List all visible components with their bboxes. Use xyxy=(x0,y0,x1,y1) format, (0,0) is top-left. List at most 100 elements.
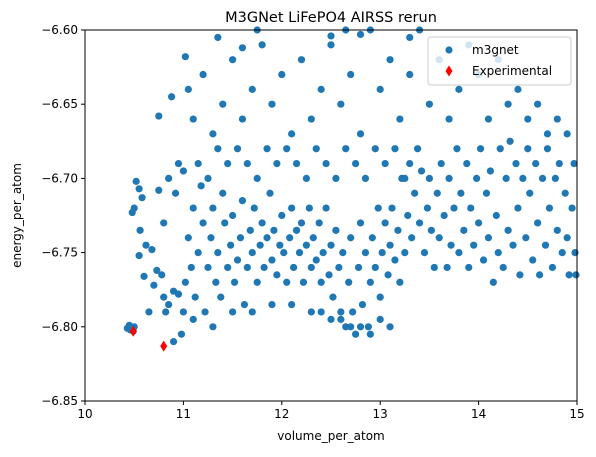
data-point xyxy=(327,315,335,323)
x-tick-label: 11 xyxy=(176,407,191,421)
data-point xyxy=(484,115,493,123)
data-point xyxy=(299,278,308,286)
data-point xyxy=(337,308,345,316)
data-point xyxy=(317,308,325,316)
data-point xyxy=(187,263,195,272)
data-point xyxy=(263,234,271,242)
data-point xyxy=(366,330,374,338)
data-point xyxy=(514,85,522,93)
data-point xyxy=(358,300,367,309)
y-tick-label: −6.70 xyxy=(41,171,78,185)
data-point xyxy=(342,145,350,153)
data-point xyxy=(214,33,222,42)
data-point xyxy=(174,290,183,298)
x-axis-ticks: 10 11 12 13 14 15 xyxy=(77,401,585,421)
data-point xyxy=(349,308,357,316)
data-point xyxy=(317,85,325,93)
data-point xyxy=(401,174,409,182)
data-point xyxy=(391,256,399,264)
data-point xyxy=(565,271,573,279)
data-point xyxy=(189,204,197,212)
data-point xyxy=(258,219,266,227)
data-point xyxy=(492,211,500,220)
data-point xyxy=(181,53,189,61)
data-point xyxy=(368,234,376,242)
data-point xyxy=(406,70,414,79)
data-point xyxy=(136,226,144,234)
data-point xyxy=(352,159,360,168)
legend-marker-m3gnet xyxy=(445,46,453,54)
data-point xyxy=(484,234,493,242)
data-point xyxy=(280,249,288,257)
data-point xyxy=(522,234,530,242)
data-point xyxy=(401,249,409,257)
series-m3gnet xyxy=(123,26,580,346)
data-point xyxy=(425,100,433,108)
data-point xyxy=(561,189,569,197)
data-point xyxy=(447,241,455,249)
data-point xyxy=(543,130,552,138)
data-point xyxy=(162,308,170,316)
data-point xyxy=(207,234,215,242)
data-point xyxy=(266,189,274,197)
data-point xyxy=(352,330,360,338)
data-point xyxy=(194,159,202,168)
data-point xyxy=(475,219,483,227)
data-point xyxy=(236,234,245,242)
data-point xyxy=(283,145,291,153)
data-point xyxy=(361,249,370,257)
data-point xyxy=(221,219,229,227)
data-point xyxy=(292,159,301,168)
data-point xyxy=(155,186,163,194)
data-point xyxy=(204,174,212,182)
data-point xyxy=(212,278,220,286)
experimental-point xyxy=(129,325,137,337)
data-point xyxy=(347,234,355,242)
data-point xyxy=(489,278,497,286)
data-point xyxy=(337,315,345,323)
data-point xyxy=(286,234,294,242)
data-point xyxy=(572,271,580,279)
data-point xyxy=(158,271,166,279)
data-point xyxy=(384,271,392,279)
data-point xyxy=(463,159,471,168)
data-point xyxy=(276,241,284,249)
y-axis-ticks: −6.85 −6.80 −6.75 −6.70 −6.65 −6.60 xyxy=(41,23,85,408)
data-point xyxy=(204,263,212,272)
data-point xyxy=(194,249,202,257)
data-point xyxy=(376,315,384,323)
data-point xyxy=(413,145,422,153)
data-point xyxy=(433,189,441,197)
data-point xyxy=(327,41,335,49)
data-point xyxy=(248,85,256,93)
y-axis-label: energy_per_atom xyxy=(10,163,24,268)
data-point xyxy=(371,263,379,272)
data-point xyxy=(288,204,296,212)
x-axis-label: volume_per_atom xyxy=(277,429,384,443)
data-point xyxy=(312,145,320,153)
data-point xyxy=(425,174,433,182)
data-point xyxy=(516,271,524,279)
data-point xyxy=(536,271,544,279)
data-point xyxy=(506,137,514,145)
series-experimental xyxy=(129,325,168,352)
data-point xyxy=(512,159,520,168)
data-point xyxy=(199,219,207,227)
data-point xyxy=(268,256,276,264)
legend-box xyxy=(427,36,572,86)
data-point xyxy=(214,249,222,257)
data-point xyxy=(292,226,301,234)
data-point xyxy=(201,308,209,316)
data-point xyxy=(553,115,561,123)
data-point xyxy=(171,189,180,197)
data-point xyxy=(551,174,559,182)
data-point xyxy=(571,249,579,257)
data-point xyxy=(165,174,173,182)
data-point xyxy=(406,33,414,42)
data-point xyxy=(132,177,140,185)
data-point xyxy=(160,293,168,301)
data-point xyxy=(386,56,394,64)
data-point xyxy=(160,219,168,227)
data-point xyxy=(315,219,323,227)
